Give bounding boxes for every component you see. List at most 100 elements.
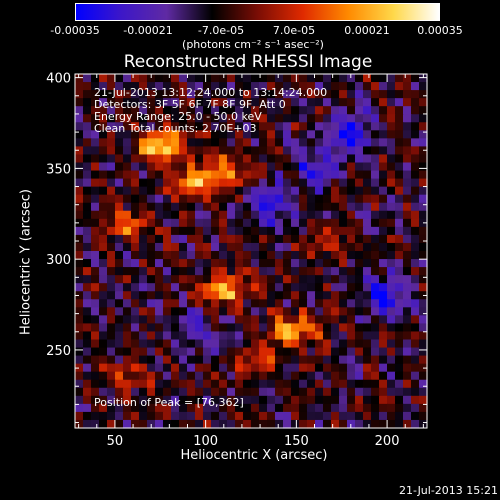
heatmap-cell <box>91 242 100 252</box>
heatmap-cell <box>275 299 284 308</box>
heatmap-cell <box>395 218 404 228</box>
heatmap-cell <box>403 170 412 180</box>
heatmap-cell <box>315 122 324 131</box>
heatmap-cell <box>163 122 172 131</box>
heatmap-cell <box>99 114 108 123</box>
heatmap-cell <box>91 283 100 292</box>
heatmap-cell <box>411 387 420 397</box>
heatmap-cell <box>363 98 372 107</box>
heatmap-cell <box>339 178 348 188</box>
heatmap-cell <box>379 202 388 212</box>
heatmap-cell <box>171 170 180 180</box>
heatmap-cell <box>251 379 260 389</box>
heatmap-cell <box>331 267 340 276</box>
heatmap-cell <box>315 234 324 244</box>
heatmap-cell <box>315 307 324 316</box>
heatmap-cell <box>275 371 284 381</box>
heatmap-cell <box>243 186 252 196</box>
heatmap-cell <box>307 331 316 341</box>
heatmap-cell <box>347 283 356 292</box>
heatmap-cell <box>371 186 380 196</box>
heatmap-cell <box>323 315 332 325</box>
heatmap-cell <box>307 234 316 244</box>
heatmap-cell <box>283 331 292 341</box>
heatmap-cell <box>123 275 132 284</box>
heatmap-cell <box>123 419 132 429</box>
heatmap-cell <box>315 154 324 164</box>
heatmap-cell <box>107 114 116 123</box>
heatmap-cell <box>419 315 428 325</box>
heatmap-cell <box>211 291 220 300</box>
heatmap-cell <box>315 339 324 349</box>
heatmap-cell <box>403 194 412 204</box>
heatmap-cell <box>179 74 188 83</box>
heatmap-cell <box>395 363 404 373</box>
heatmap-cell <box>411 283 420 292</box>
heatmap-cell <box>107 355 116 365</box>
heatmap-cell <box>403 291 412 300</box>
heatmap-cell <box>163 339 172 349</box>
heatmap-cell <box>395 98 404 107</box>
heatmap-cell <box>187 154 196 164</box>
heatmap-cell <box>371 234 380 244</box>
heatmap-cell <box>291 154 300 164</box>
heatmap-cell <box>123 226 132 236</box>
heatmap-cell <box>331 323 340 333</box>
heatmap-cell <box>171 315 180 325</box>
heatmap-cell <box>251 299 260 308</box>
heatmap-cell <box>235 210 244 220</box>
heatmap-cell <box>299 90 308 99</box>
heatmap-cell <box>315 138 324 148</box>
heatmap-cell <box>75 339 84 349</box>
heatmap-cell <box>323 90 332 99</box>
heatmap-cell <box>291 194 300 204</box>
heatmap-cell <box>235 98 244 107</box>
heatmap-cell <box>267 283 276 292</box>
heatmap-cell <box>203 226 212 236</box>
heatmap-cell <box>91 299 100 308</box>
heatmap-cell <box>395 371 404 381</box>
heatmap-cell <box>331 178 340 188</box>
heatmap-cell <box>363 234 372 244</box>
heatmap-cell <box>187 339 196 349</box>
heatmap-cell <box>283 403 292 413</box>
heatmap-cell <box>347 242 356 252</box>
heatmap-cell <box>267 202 276 212</box>
heatmap-cell <box>155 291 164 300</box>
heatmap-cell <box>75 170 84 180</box>
heatmap-cell <box>347 106 356 115</box>
heatmap-cell <box>83 299 92 308</box>
heatmap-cell <box>339 210 348 220</box>
heatmap-cell <box>187 347 196 357</box>
y-axis-tick-label: 350 <box>46 162 71 177</box>
heatmap-cell <box>403 98 412 107</box>
heatmap-cell <box>275 251 284 260</box>
heatmap-cell <box>147 299 156 308</box>
heatmap-cell <box>115 154 124 164</box>
heatmap-cell <box>259 170 268 180</box>
heatmap-cell <box>99 226 108 236</box>
heatmap-cell <box>387 146 396 156</box>
heatmap-cell <box>331 259 340 268</box>
heatmap-cell <box>363 259 372 268</box>
heatmap-cell <box>131 154 140 164</box>
heatmap-cell <box>259 355 268 365</box>
heatmap-cell <box>155 315 164 325</box>
heatmap-cell <box>155 395 164 405</box>
heatmap-cell <box>219 267 228 276</box>
heatmap-cell <box>187 138 196 148</box>
heatmap-cell <box>395 307 404 316</box>
heatmap-cell <box>355 283 364 292</box>
heatmap-cell <box>243 387 252 397</box>
heatmap-cell <box>99 234 108 244</box>
heatmap-cell <box>395 283 404 292</box>
heatmap-cell <box>315 323 324 333</box>
heatmap-cell <box>179 251 188 260</box>
heatmap-cell <box>299 411 308 421</box>
heatmap-cell <box>203 154 212 164</box>
heatmap-cell <box>299 186 308 196</box>
heatmap-cell <box>411 90 420 99</box>
heatmap-cell <box>283 170 292 180</box>
heatmap-cell <box>379 355 388 365</box>
heatmap-cell <box>379 267 388 276</box>
